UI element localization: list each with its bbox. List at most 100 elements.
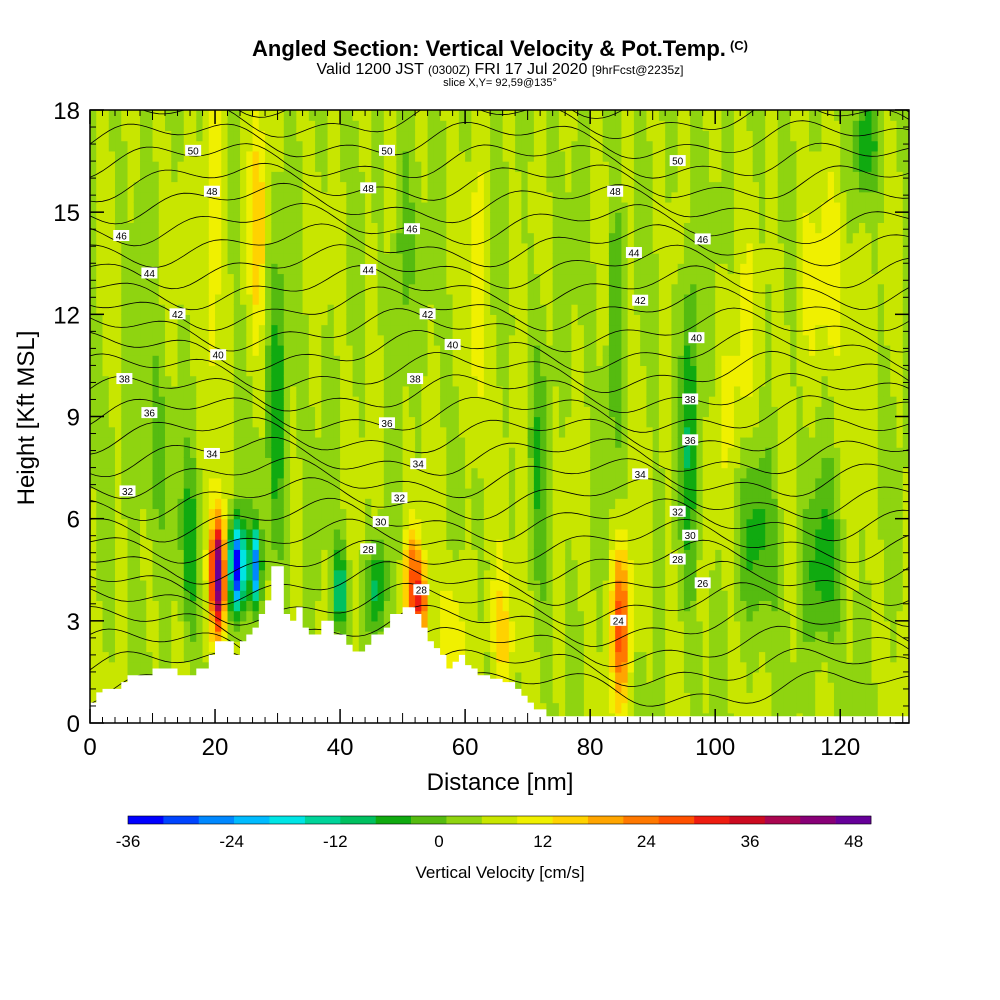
velocity-cell — [352, 488, 360, 499]
velocity-cell — [427, 130, 435, 142]
velocity-cell — [502, 600, 510, 612]
velocity-cell — [471, 498, 479, 510]
velocity-cell — [115, 651, 122, 663]
velocity-cell — [146, 181, 154, 193]
velocity-cell — [302, 171, 310, 183]
velocity-cell — [415, 314, 422, 326]
velocity-cell — [290, 273, 297, 285]
velocity-cell — [208, 528, 216, 540]
velocity-cell — [277, 314, 285, 326]
velocity-cell — [233, 171, 241, 183]
velocity-cell — [483, 222, 491, 234]
velocity-cell — [340, 304, 347, 315]
velocity-cell — [108, 181, 116, 193]
velocity-cell — [196, 242, 204, 254]
velocity-cell — [321, 539, 329, 550]
velocity-cell — [471, 661, 479, 673]
velocity-cell — [258, 263, 266, 275]
velocity-cell — [252, 508, 260, 520]
velocity-cell — [402, 528, 410, 540]
velocity-cell — [196, 661, 204, 673]
velocity-cell — [177, 283, 185, 295]
velocity-cell — [552, 110, 560, 121]
velocity-cell — [258, 181, 266, 193]
velocity-cell — [133, 477, 141, 489]
velocity-cell — [190, 651, 197, 663]
velocity-cell — [471, 569, 479, 581]
velocity-cell — [483, 610, 491, 622]
velocity-cell — [240, 406, 247, 418]
velocity-cell — [146, 508, 154, 520]
velocity-cell — [352, 610, 360, 622]
velocity-cell — [258, 426, 266, 438]
velocity-cell — [208, 569, 216, 581]
velocity-cell — [546, 620, 554, 632]
velocity-cell — [121, 385, 129, 397]
velocity-cell — [127, 416, 135, 428]
velocity-cell — [271, 528, 279, 540]
velocity-cell — [252, 447, 260, 458]
velocity-cell — [227, 201, 235, 213]
velocity-cell — [452, 569, 460, 581]
velocity-cell — [321, 314, 329, 326]
velocity-cell — [227, 283, 235, 295]
velocity-cell — [146, 488, 154, 499]
velocity-cell — [565, 692, 572, 704]
velocity-cell — [127, 385, 135, 397]
velocity-cell — [471, 273, 479, 285]
velocity-cell — [408, 467, 416, 479]
velocity-cell — [383, 436, 391, 448]
velocity-cell — [302, 242, 310, 254]
velocity-cell — [246, 447, 254, 458]
velocity-cell — [321, 253, 329, 264]
velocity-cell — [165, 426, 172, 438]
velocity-cell — [521, 314, 529, 326]
velocity-cell — [258, 569, 266, 581]
velocity-cell — [233, 232, 241, 244]
velocity-cell — [565, 293, 572, 305]
velocity-cell — [477, 569, 485, 581]
velocity-cell — [452, 447, 460, 458]
velocity-cell — [508, 130, 516, 142]
velocity-cell — [590, 222, 597, 234]
velocity-cell — [465, 314, 472, 326]
velocity-cell — [171, 620, 179, 632]
velocity-cell — [277, 212, 285, 223]
velocity-cell — [290, 590, 297, 601]
velocity-cell — [371, 559, 379, 571]
velocity-cell — [146, 253, 154, 264]
velocity-cell — [483, 488, 491, 499]
velocity-cell — [540, 385, 547, 397]
velocity-cell — [608, 671, 616, 683]
velocity-cell — [265, 161, 272, 172]
velocity-cell — [371, 171, 379, 183]
velocity-cell — [121, 436, 129, 448]
velocity-cell — [246, 385, 254, 397]
velocity-cell — [446, 263, 454, 275]
velocity-cell — [152, 110, 160, 121]
velocity-cell — [465, 396, 472, 407]
velocity-cell — [558, 661, 566, 673]
velocity-cell — [415, 181, 422, 193]
velocity-cell — [90, 396, 97, 407]
velocity-cell — [465, 181, 472, 193]
velocity-cell — [371, 385, 379, 397]
velocity-cell — [127, 436, 135, 448]
velocity-cell — [352, 171, 360, 183]
velocity-cell — [533, 242, 541, 254]
velocity-cell — [121, 365, 129, 377]
velocity-cell — [415, 498, 422, 510]
velocity-cell — [177, 344, 185, 356]
velocity-cell — [465, 150, 472, 162]
velocity-cell — [427, 518, 435, 530]
velocity-cell — [583, 171, 591, 183]
velocity-cell — [96, 334, 104, 346]
velocity-cell — [577, 641, 585, 653]
velocity-cell — [102, 324, 110, 336]
velocity-cell — [183, 508, 191, 520]
velocity-cell — [602, 263, 610, 275]
velocity-cell — [521, 528, 529, 540]
velocity-cell — [452, 549, 460, 561]
velocity-cell — [540, 355, 547, 367]
velocity-cell — [427, 539, 435, 550]
